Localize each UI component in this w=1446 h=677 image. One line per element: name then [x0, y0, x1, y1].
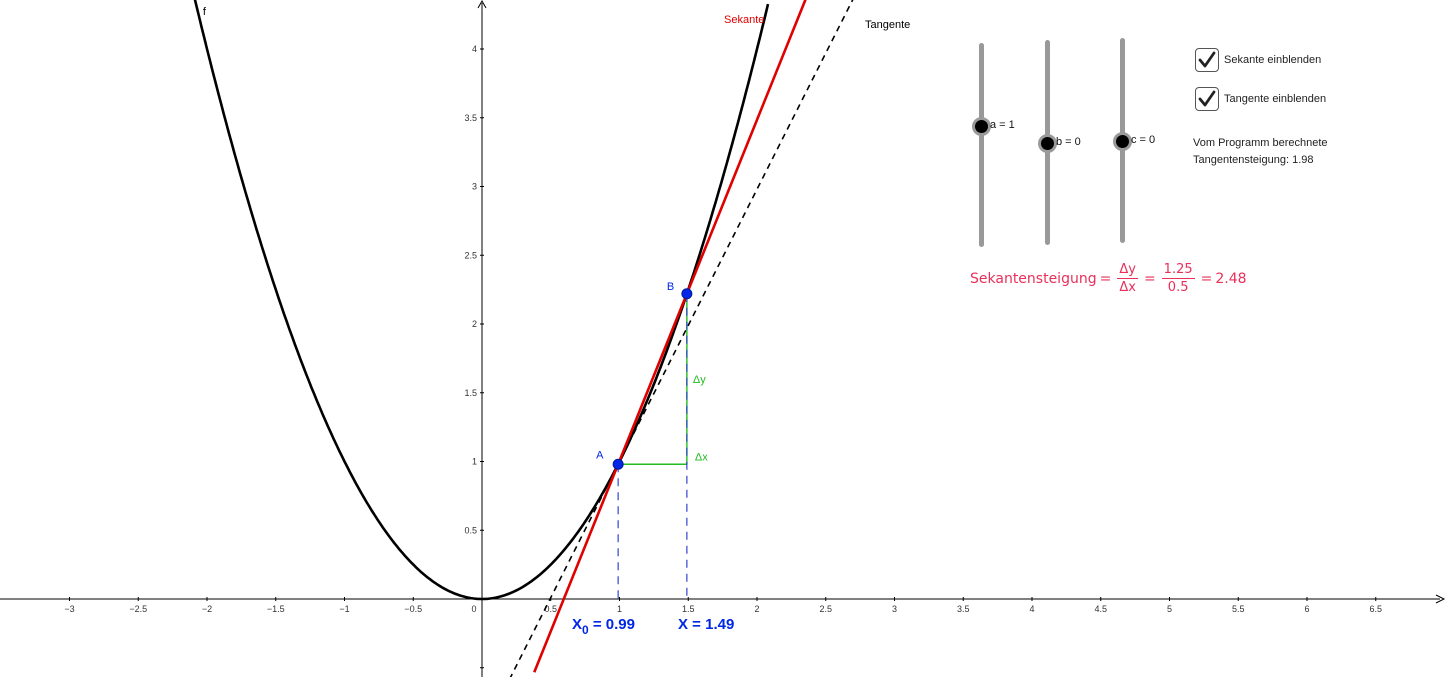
formula-name: Sekantensteigung: [970, 270, 1097, 287]
info-line-2: Tangentensteigung: 1.98: [1193, 154, 1314, 166]
fraction-den-value: 0.5: [1167, 280, 1189, 295]
y-tick-label: 4: [472, 44, 477, 54]
x-tick-label: 2: [754, 604, 759, 614]
x-tick-label: 1.5: [682, 604, 695, 614]
x0-value-label: X0 = 0.99: [572, 616, 635, 637]
function-f-label: f: [203, 6, 207, 18]
slider-b-label: b = 0: [1056, 136, 1081, 148]
point-b: [681, 288, 693, 300]
info-line-1: Vom Programm berechnete: [1193, 137, 1328, 149]
x-tick-label: −1: [339, 604, 349, 614]
sekante-checkbox-label: Sekante einblenden: [1224, 54, 1322, 66]
tangente-checkbox[interactable]: [1195, 87, 1219, 111]
x-tick-label: 6.5: [1369, 604, 1382, 614]
x-tick-label: −0.5: [404, 604, 422, 614]
y-tick-label: 3.5: [464, 113, 477, 123]
secant-line: [533, 0, 807, 673]
checkmark-icon: [1198, 51, 1216, 68]
x-tick-label: −2: [202, 604, 212, 614]
x-tick-label: 4: [1029, 604, 1034, 614]
delta-y-label: Δy: [693, 374, 706, 386]
x-tick-label: 1: [617, 604, 622, 614]
numeric-fraction: 1.25 0.5: [1161, 262, 1195, 295]
sekante-checkbox-row[interactable]: Sekante einblenden: [1195, 48, 1321, 72]
function-f-curve: [193, 0, 770, 601]
tangente-checkbox-label: Tangente einblenden: [1224, 93, 1327, 105]
y-tick-label: 0.5: [464, 525, 477, 535]
axis-ticks: −3 −2.5 −2 −1.5 −1 −0.5 0 0.5 1 1.5 2 2.5 3 3.5 4 4.5 5 5…: [64, 44, 1382, 669]
equals-sign: =: [1143, 270, 1156, 287]
x-tick-label: −2.5: [129, 604, 147, 614]
x-tick-label: 4.5: [1094, 604, 1107, 614]
slider-a-track[interactable]: [979, 43, 984, 247]
curves: f Tangente Sekante: [193, 0, 910, 677]
tangente-checkbox-row[interactable]: Tangente einblenden: [1195, 87, 1326, 111]
x-tick-label: −1.5: [267, 604, 285, 614]
x-tick-label: 5.5: [1232, 604, 1245, 614]
slider-a-knob[interactable]: [972, 117, 991, 136]
slider-c-label: c = 0: [1131, 134, 1156, 146]
slider-b-knob[interactable]: [1038, 134, 1057, 153]
symbolic-fraction: Δy Δx: [1117, 262, 1138, 295]
y-tick-label: 2.5: [464, 250, 477, 260]
y-axis-arrow: [477, 0, 487, 9]
x-tick-label: 5: [1167, 604, 1172, 614]
x-value-label: X = 1.49: [678, 616, 734, 633]
point-a: [612, 458, 624, 470]
fraction-num-value: 1.25: [1161, 262, 1195, 279]
tangent-label: Tangente: [865, 19, 910, 31]
slider-c-knob[interactable]: [1113, 132, 1132, 151]
point-a-label: A: [596, 449, 604, 461]
point-b-label: B: [667, 281, 674, 293]
fraction-den-symbol: Δx: [1119, 280, 1136, 295]
y-tick-label: 3: [472, 182, 477, 192]
y-tick-label: 2: [472, 319, 477, 329]
tangent-slope-info: Vom Programm berechnete Tangentensteigun…: [1193, 135, 1328, 169]
x-tick-label: 0.5: [544, 604, 557, 614]
x-axis-arrow: [1435, 594, 1446, 604]
sekante-checkbox[interactable]: [1195, 48, 1219, 72]
x-tick-label: 3: [892, 604, 897, 614]
x-tick-label: 2.5: [819, 604, 832, 614]
equals-sign: =: [1200, 270, 1213, 287]
x-tick-label: 3.5: [957, 604, 970, 614]
delta-x-label: Δx: [695, 451, 708, 463]
secant-slope-formula: Sekantensteigung = Δy Δx = 1.25 0.5 = 2.…: [970, 262, 1247, 295]
formula-result: 2.48: [1215, 270, 1247, 287]
x-tick-label: −3: [64, 604, 74, 614]
equals-sign: =: [1099, 270, 1112, 287]
fraction-num-symbol: Δy: [1117, 262, 1138, 279]
chart-marks: Δx Δy A B X0 = 0.99 X = 1.49: [572, 281, 734, 637]
x-tick-label: 0: [471, 604, 476, 614]
secant-label: Sekante: [724, 14, 764, 26]
x-tick-label: 6: [1304, 604, 1309, 614]
checkmark-icon: [1198, 90, 1216, 107]
tangent-line: [509, 0, 854, 677]
y-tick-label: 1: [472, 457, 477, 467]
y-tick-label: 1.5: [464, 388, 477, 398]
slider-a-label: a = 1: [990, 119, 1015, 131]
